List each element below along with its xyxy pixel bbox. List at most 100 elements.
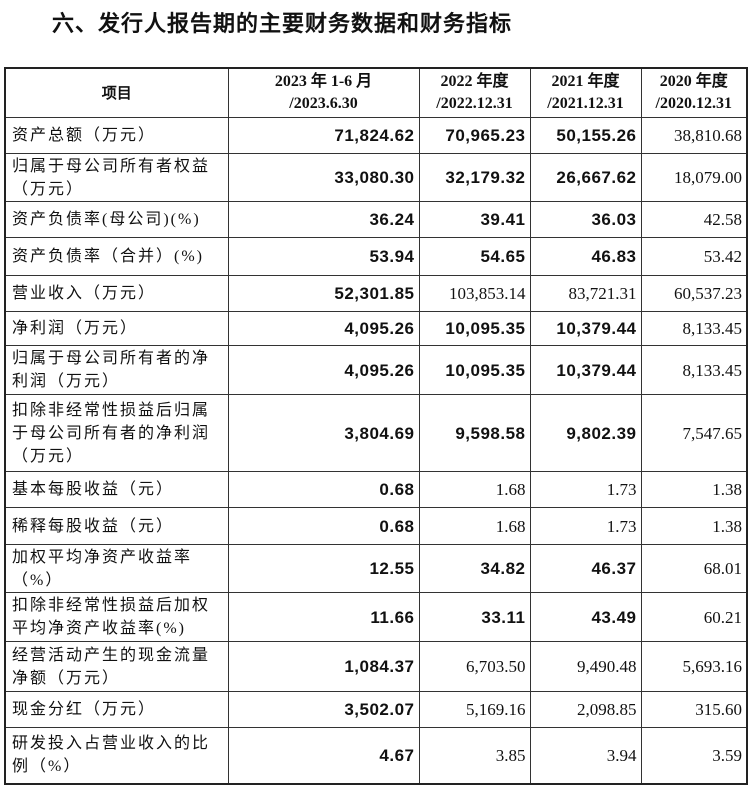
value-cell: 315.60	[640, 691, 748, 728]
value-cell: 36.03	[529, 201, 642, 238]
financial-data-table: 项目 2023 年 1-6 月/2023.6.30 2022 年度/2022.12.…	[4, 67, 748, 785]
header-line: /2021.12.31	[547, 95, 624, 112]
value-cell: 39.41	[418, 201, 531, 238]
value-cell: 36.24	[227, 201, 420, 238]
value-cell: 8,133.45	[640, 311, 748, 346]
row-label: 经营活动产生的现金流量净额（万元）	[4, 641, 229, 692]
value-cell: 3,502.07	[227, 691, 420, 728]
table-body: 资产总额（万元） 71,824.62 70,965.23 50,155.26 38,81…	[4, 117, 748, 784]
table-row: 净利润（万元） 4,095.26 10,095.35 10,379.44 8,133.4…	[4, 311, 748, 346]
value-cell: 103,853.14	[418, 275, 531, 312]
header-line: 2022 年度	[440, 73, 509, 90]
value-cell: 4,095.26	[227, 311, 420, 346]
table-row: 扣除非经常性损益后归属于母公司所有者的净利润（万元） 3,804.69 9,598.…	[4, 394, 748, 472]
row-label: 扣除非经常性损益后加权平均净资产收益率(%)	[4, 592, 229, 642]
value-cell: 0.68	[227, 507, 420, 545]
table-row: 扣除非经常性损益后加权平均净资产收益率(%) 11.66 33.11 43.49 60.…	[4, 592, 748, 642]
value-cell: 52,301.85	[227, 275, 420, 312]
value-cell: 18,079.00	[640, 153, 748, 202]
value-cell: 1.68	[418, 507, 531, 545]
value-cell: 83,721.31	[529, 275, 642, 312]
value-cell: 42.58	[640, 201, 748, 238]
value-cell: 2,098.85	[529, 691, 642, 728]
value-cell: 10,379.44	[529, 345, 642, 395]
table-row: 研发投入占营业收入的比例（%） 4.67 3.85 3.94 3.59	[4, 727, 748, 784]
value-cell: 6,703.50	[418, 641, 531, 692]
value-cell: 1.38	[640, 471, 748, 508]
header-line: /2023.6.30	[289, 95, 358, 112]
value-cell: 33,080.30	[227, 153, 420, 202]
row-label: 归属于母公司所有者的净利润（万元）	[4, 345, 229, 395]
value-cell: 1,084.37	[227, 641, 420, 692]
value-cell: 53.94	[227, 237, 420, 276]
value-cell: 50,155.26	[529, 117, 642, 154]
value-cell: 3,804.69	[227, 394, 420, 472]
row-label: 加权平均净资产收益率（%）	[4, 544, 229, 593]
value-cell: 12.55	[227, 544, 420, 593]
value-cell: 68.01	[640, 544, 748, 593]
value-cell: 9,802.39	[529, 394, 642, 472]
value-cell: 3.94	[529, 727, 642, 784]
row-label: 资产负债率（合并）(%)	[4, 237, 229, 276]
column-header-period: 2021 年度/2021.12.31	[529, 67, 642, 118]
value-cell: 46.37	[529, 544, 642, 593]
table-row: 稀释每股收益（元） 0.68 1.68 1.73 1.38	[4, 507, 748, 545]
table-header-row: 项目 2023 年 1-6 月/2023.6.30 2022 年度/2022.12.…	[4, 67, 748, 118]
value-cell: 9,490.48	[529, 641, 642, 692]
value-cell: 1.38	[640, 507, 748, 545]
value-cell: 11.66	[227, 592, 420, 642]
table-row: 资产负债率（合并）(%) 53.94 54.65 46.83 53.42	[4, 237, 748, 276]
column-header-period: 2020 年度/2020.12.31	[640, 67, 748, 118]
row-label: 营业收入（万元）	[4, 275, 229, 312]
table-row: 资产总额（万元） 71,824.62 70,965.23 50,155.26 38,81…	[4, 117, 748, 154]
table-row: 加权平均净资产收益率（%） 12.55 34.82 46.37 68.01	[4, 544, 748, 593]
row-label: 基本每股收益（元）	[4, 471, 229, 508]
value-cell: 38,810.68	[640, 117, 748, 154]
value-cell: 7,547.65	[640, 394, 748, 472]
header-line: 2023 年 1-6 月	[274, 73, 373, 90]
column-header-period: 2023 年 1-6 月/2023.6.30	[227, 67, 420, 118]
row-label: 资产总额（万元）	[4, 117, 229, 154]
value-cell: 32,179.32	[418, 153, 531, 202]
value-cell: 4,095.26	[227, 345, 420, 395]
value-cell: 1.73	[529, 471, 642, 508]
value-cell: 70,965.23	[418, 117, 531, 154]
value-cell: 4.67	[227, 727, 420, 784]
value-cell: 71,824.62	[227, 117, 420, 154]
value-cell: 54.65	[418, 237, 531, 276]
row-label: 扣除非经常性损益后归属于母公司所有者的净利润（万元）	[4, 394, 229, 472]
table-row: 营业收入（万元） 52,301.85 103,853.14 83,721.31 60,5…	[4, 275, 748, 312]
value-cell: 60.21	[640, 592, 748, 642]
row-label: 研发投入占营业收入的比例（%）	[4, 727, 229, 784]
value-cell: 5,169.16	[418, 691, 531, 728]
row-label: 归属于母公司所有者权益（万元）	[4, 153, 229, 202]
table-row: 现金分红（万元） 3,502.07 5,169.16 2,098.85 315.60	[4, 691, 748, 728]
value-cell: 1.73	[529, 507, 642, 545]
value-cell: 10,095.35	[418, 311, 531, 346]
header-line: 项目	[101, 84, 132, 102]
table-row: 资产负债率(母公司)(%) 36.24 39.41 36.03 42.58	[4, 201, 748, 238]
row-label: 现金分红（万元）	[4, 691, 229, 728]
value-cell: 3.85	[418, 727, 531, 784]
value-cell: 60,537.23	[640, 275, 748, 312]
row-label: 稀释每股收益（元）	[4, 507, 229, 545]
section-title: 六、发行人报告期的主要财务数据和财务指标	[52, 12, 513, 37]
value-cell: 26,667.62	[529, 153, 642, 202]
row-label: 净利润（万元）	[4, 311, 229, 346]
column-header-period: 2022 年度/2022.12.31	[418, 67, 531, 118]
column-header-item: 项目	[4, 67, 229, 118]
value-cell: 10,379.44	[529, 311, 642, 346]
table-row: 归属于母公司所有者权益（万元） 33,080.30 32,179.32 26,667.…	[4, 153, 748, 202]
header-line: /2020.12.31	[655, 95, 732, 112]
value-cell: 3.59	[640, 727, 748, 784]
value-cell: 34.82	[418, 544, 531, 593]
value-cell: 46.83	[529, 237, 642, 276]
value-cell: 43.49	[529, 592, 642, 642]
value-cell: 5,693.16	[640, 641, 748, 692]
row-label: 资产负债率(母公司)(%)	[4, 201, 229, 238]
value-cell: 53.42	[640, 237, 748, 276]
header-line: 2021 年度	[551, 73, 620, 90]
value-cell: 9,598.58	[418, 394, 531, 472]
table-row: 基本每股收益（元） 0.68 1.68 1.73 1.38	[4, 471, 748, 508]
value-cell: 0.68	[227, 471, 420, 508]
